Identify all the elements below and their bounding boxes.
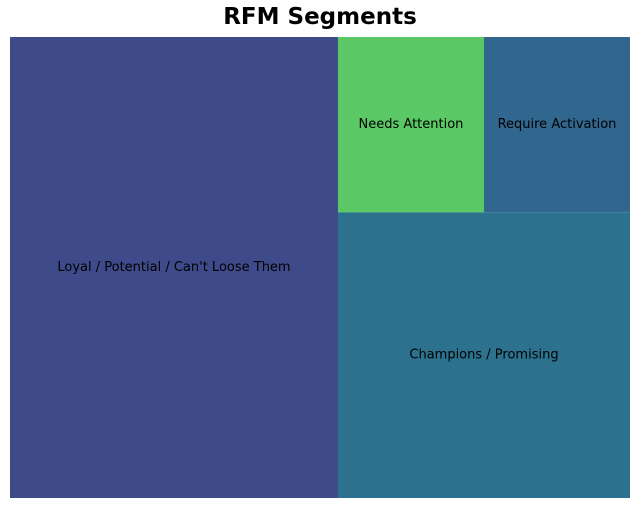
tile-label-loyal-potential-can-t-loose-them: Loyal / Potential / Can't Loose Them — [57, 260, 290, 275]
tile-needs-attention — [337, 37, 484, 213]
treemap-tiles: Loyal / Potential / Can't Loose Them Cham… — [10, 37, 630, 498]
tile-label-champions-promising: Champions / Promising — [409, 348, 558, 363]
tile-require-activation — [483, 37, 630, 213]
tile-label-needs-attention: Needs Attention — [359, 117, 464, 132]
tile-loyal-potential-can-t-loose-them — [10, 37, 338, 498]
tile-champions-promising — [337, 212, 630, 498]
tile-label-require-activation: Require Activation — [498, 117, 617, 132]
chart-title: RFM Segments — [223, 4, 417, 30]
